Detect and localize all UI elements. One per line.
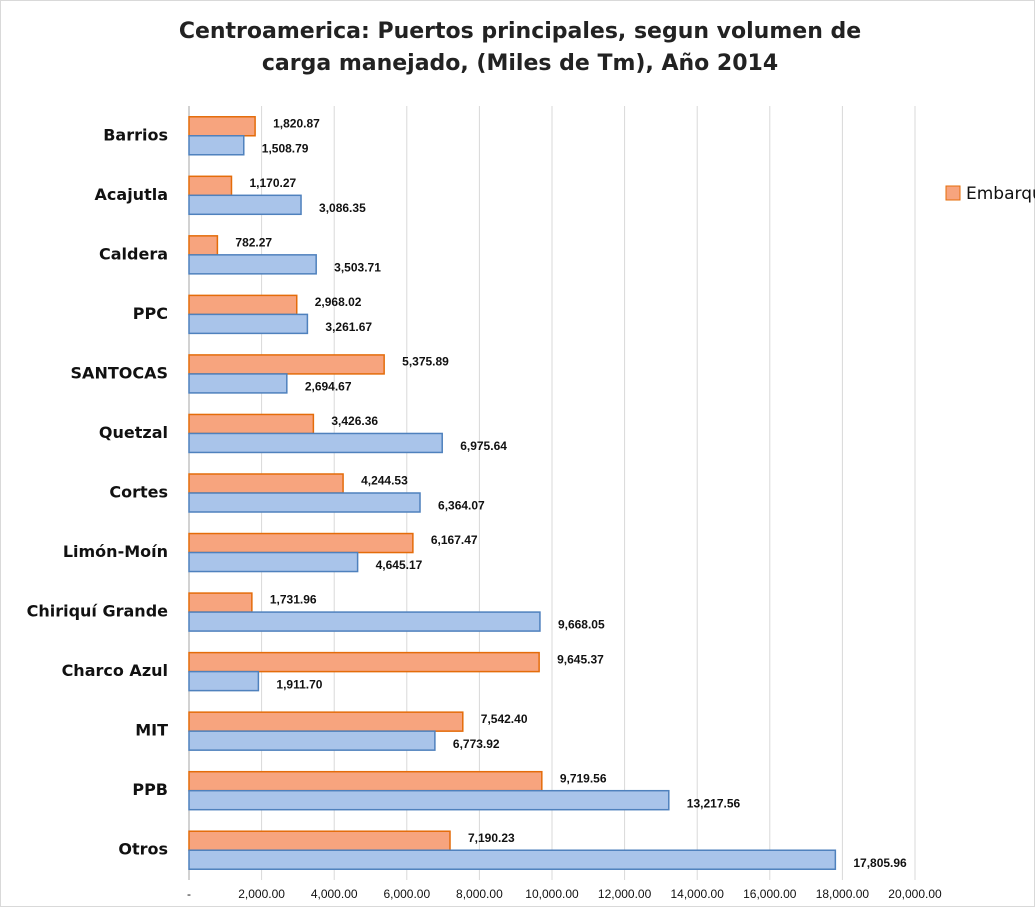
y-tick-label: PPB — [132, 780, 168, 799]
x-tick-label: 18,000.00 — [816, 887, 870, 901]
x-tick-label: 8,000.00 — [456, 887, 503, 901]
y-tick-label: Limón-Moín — [63, 542, 168, 561]
data-label: 1,820.87 — [273, 116, 320, 130]
data-label: 3,426.36 — [331, 414, 378, 428]
data-label: 1,508.79 — [262, 141, 309, 155]
bar — [188, 711, 464, 732]
data-label: 782.27 — [235, 236, 272, 250]
bar — [188, 254, 317, 275]
y-tick-label: Barrios — [103, 125, 168, 144]
x-tick-label: 20,000.00 — [888, 887, 942, 901]
data-label: 3,503.71 — [334, 261, 381, 275]
data-label: 6,364.07 — [438, 499, 485, 513]
bar — [188, 116, 256, 137]
x-tick-label: 14,000.00 — [671, 887, 725, 901]
legend-swatch — [945, 185, 961, 201]
bar — [188, 294, 298, 316]
x-tick-label: 10,000.00 — [525, 887, 579, 901]
bar — [188, 492, 421, 513]
y-tick-label: Acajutla — [95, 185, 168, 204]
data-label: 4,645.17 — [376, 558, 423, 572]
y-tick-label: Quetzal — [99, 423, 168, 442]
data-label: 5,375.89 — [402, 355, 449, 369]
y-tick-label: MIT — [135, 721, 168, 740]
y-tick-label: Cortes — [109, 483, 168, 502]
bar — [188, 354, 385, 375]
data-label: 9,719.56 — [560, 771, 607, 785]
x-tick-label: - — [187, 887, 191, 901]
x-tick-label: 6,000.00 — [383, 887, 430, 901]
data-label: 13,217.56 — [687, 796, 741, 810]
bar — [188, 670, 260, 692]
bar — [188, 235, 219, 256]
data-label: 17,805.96 — [853, 856, 907, 870]
data-label: 2,968.02 — [315, 295, 362, 309]
bar — [188, 611, 541, 632]
data-label: 1,911.70 — [276, 677, 322, 691]
data-label: 6,773.92 — [453, 737, 500, 751]
bar — [188, 175, 233, 197]
data-label: 7,542.40 — [481, 712, 528, 726]
chart-title: Centroamerica: Puertos principales, segu… — [178, 19, 862, 76]
data-label: 4,244.53 — [361, 474, 408, 488]
bar — [188, 194, 302, 216]
y-tick-label: PPC — [133, 304, 168, 323]
bar — [188, 592, 253, 613]
data-label: 6,975.64 — [460, 439, 507, 453]
data-label: 1,170.27 — [249, 176, 296, 190]
bar — [188, 432, 443, 454]
bar — [188, 413, 315, 435]
x-tick-label: 16,000.00 — [743, 887, 797, 901]
data-label: 3,086.35 — [319, 201, 366, 215]
y-tick-label: Charco Azul — [62, 661, 168, 680]
data-label: 7,190.23 — [468, 831, 515, 845]
x-tick-label: 4,000.00 — [311, 887, 358, 901]
bar — [188, 551, 359, 573]
bar — [188, 135, 245, 156]
bar — [188, 789, 670, 811]
bar — [188, 849, 837, 870]
legend-label: Embarque — [966, 184, 1035, 204]
data-label: 3,261.67 — [325, 320, 372, 334]
bar — [188, 730, 436, 751]
y-tick-label: Caldera — [99, 244, 168, 263]
y-tick-label: Chiriquí Grande — [27, 602, 169, 621]
data-label: 9,668.05 — [558, 618, 605, 632]
bar — [188, 830, 451, 851]
y-tick-label: Otros — [118, 840, 168, 859]
bar — [188, 770, 543, 792]
data-label: 1,731.96 — [270, 593, 317, 607]
data-label: 9,645.37 — [557, 652, 604, 666]
data-label: 6,167.47 — [431, 533, 478, 547]
x-tick-label: 12,000.00 — [598, 887, 652, 901]
bar — [188, 651, 540, 673]
y-tick-label: SANTOCAS — [71, 363, 168, 382]
bar — [188, 373, 288, 394]
bar — [188, 313, 309, 335]
data-label: 2,694.67 — [305, 380, 352, 394]
x-tick-label: 2,000.00 — [238, 887, 285, 901]
bar — [188, 532, 414, 554]
bar — [188, 473, 344, 494]
